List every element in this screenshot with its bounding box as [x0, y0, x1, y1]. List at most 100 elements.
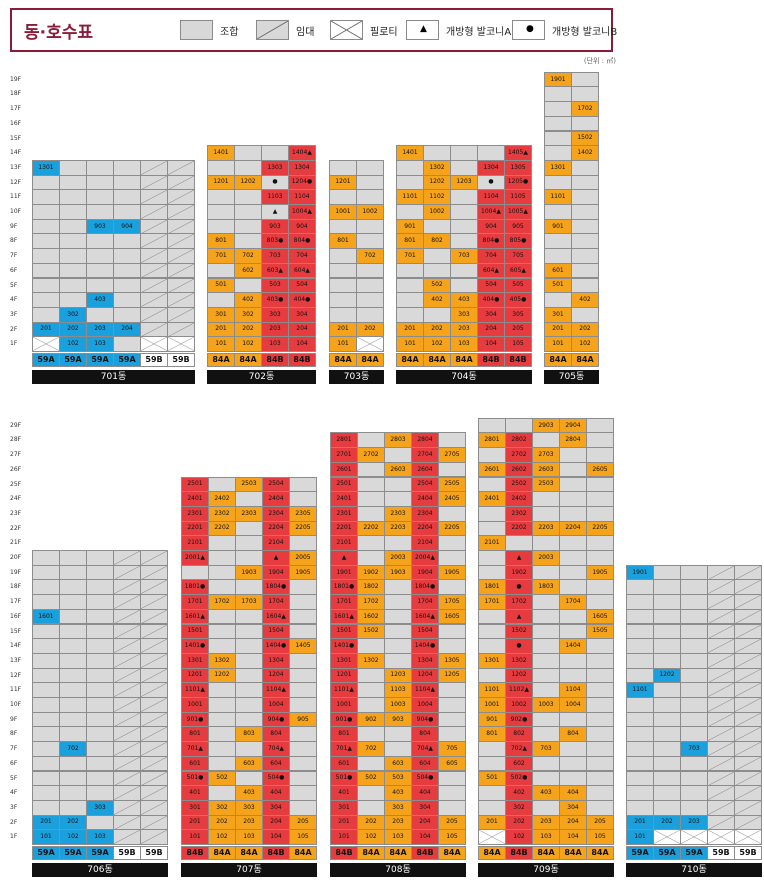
unit-cell — [544, 145, 572, 161]
piloti-cross — [357, 337, 383, 351]
unit-number: 1101 — [550, 193, 566, 201]
rent-hatch — [708, 698, 734, 712]
unit-cell: 1304 — [262, 652, 290, 669]
unit-cell: 602 — [505, 755, 533, 772]
unit-cell: 2401 — [330, 491, 358, 507]
rent-hatch — [708, 610, 734, 624]
unit-number: 2204 — [565, 524, 581, 532]
unit-number: 2205 — [592, 524, 608, 532]
unit-cell: ● — [505, 579, 533, 596]
unit-cell — [32, 292, 60, 308]
unit-cell — [357, 491, 385, 507]
unit-cell — [653, 594, 681, 610]
unit-number: 2004▲ — [415, 553, 435, 561]
unit-number: 1105 — [510, 193, 526, 201]
unit-cell — [559, 550, 587, 566]
unit-cell: 2503 — [235, 476, 263, 493]
unit-cell — [289, 594, 317, 610]
unit-number: 2504 — [268, 480, 284, 488]
unit-number: 1404● — [265, 642, 287, 650]
unit-cell: 1601▲ — [330, 608, 358, 625]
unit-number: 103 — [458, 340, 470, 348]
unit-cell — [208, 564, 236, 581]
rent-hatch — [141, 580, 167, 594]
unit-number: 201 — [338, 818, 350, 826]
unit-cell: 1302 — [423, 159, 451, 176]
unit-cell: 403 — [532, 785, 560, 801]
unit-type-label: 59A — [32, 846, 60, 860]
unit-cell: 502 — [208, 770, 236, 787]
unit-number: 702 — [365, 744, 377, 752]
unit-cell — [86, 770, 114, 787]
unit-cell: 1304 — [288, 159, 316, 176]
unit-number: 2104 — [417, 539, 433, 547]
unit-type-label: 84A — [207, 353, 235, 367]
unit-cell: 1505 — [586, 623, 614, 640]
unit-cell: 705 — [438, 741, 466, 757]
unit-cell: 1301 — [330, 652, 358, 669]
unit-cell — [734, 652, 762, 669]
rent-hatch — [114, 830, 140, 844]
unit-number: 2202 — [214, 524, 230, 532]
unit-cell: 404 — [262, 785, 290, 801]
unit-number: 1301 — [484, 656, 500, 664]
unit-number: 2101 — [187, 539, 203, 547]
unit-cell — [234, 277, 262, 294]
rent-hatch — [708, 713, 734, 727]
piloti-cross — [735, 830, 761, 844]
unit-number: 2205 — [444, 524, 460, 532]
unit-number: 1101 — [402, 193, 418, 201]
unit-number: 1004 — [268, 700, 284, 708]
unit-cell: 1201 — [330, 667, 358, 684]
unit-number: 1204 — [417, 671, 433, 679]
unit-cell: 201 — [544, 321, 572, 338]
unit-cell — [626, 711, 654, 728]
unit-cell — [653, 741, 681, 757]
unit-cell — [544, 292, 572, 308]
unit-cell: 2004▲ — [411, 550, 439, 566]
unit-number: 1401 — [213, 149, 229, 157]
unit-cell: 2201 — [181, 520, 209, 537]
unit-number: 601 — [338, 759, 350, 767]
unit-number: 102 — [67, 833, 79, 841]
unit-cell: 703 — [532, 741, 560, 757]
unit-number: 102 — [242, 340, 254, 348]
unit-number: 2801 — [336, 436, 352, 444]
rent-hatch — [141, 176, 167, 190]
unit-number: 201 — [552, 325, 564, 333]
rent-hatch — [708, 683, 734, 697]
rent-hatch — [114, 727, 140, 741]
unit-cell: 303 — [450, 306, 478, 323]
unit-number: 1401● — [333, 642, 355, 650]
unit-cell: 1905 — [289, 564, 317, 581]
unit-cell — [707, 623, 735, 640]
unit-number: 605 — [446, 759, 458, 767]
unit-cell — [32, 711, 60, 728]
unit-number: 2904 — [565, 421, 581, 429]
unit-number: 1901 — [336, 568, 352, 576]
unit-cell: 905 — [504, 218, 532, 235]
rent-hatch — [735, 654, 761, 668]
rent-hatch — [141, 323, 167, 337]
unit-number: 205 — [512, 325, 524, 333]
unit-cell — [532, 505, 560, 522]
unit-cell — [289, 799, 317, 816]
unit-cell — [586, 741, 614, 757]
unit-number: 1701 — [484, 597, 500, 605]
unit-cell — [167, 218, 195, 235]
unit-cell — [680, 711, 708, 728]
unit-number: 1702 — [511, 597, 527, 605]
unit-cell — [559, 755, 587, 772]
legend-box: 동·호수표 조합 임대 필로티 ▲ 개방형 발코니A ● 개방형 발코니B — [10, 8, 617, 52]
unit-number: 804 — [270, 730, 282, 738]
unit-cell — [59, 594, 87, 610]
unit-cell — [329, 277, 357, 294]
unit-cell: 102 — [357, 829, 385, 845]
unit-type-label: 84A — [438, 846, 466, 860]
unit-number: 302 — [513, 803, 525, 811]
unit-number: 1304 — [483, 163, 499, 171]
unit-cell — [734, 711, 762, 728]
unit-cell — [140, 711, 168, 728]
unit-cell — [734, 608, 762, 625]
unit-cell — [626, 652, 654, 669]
